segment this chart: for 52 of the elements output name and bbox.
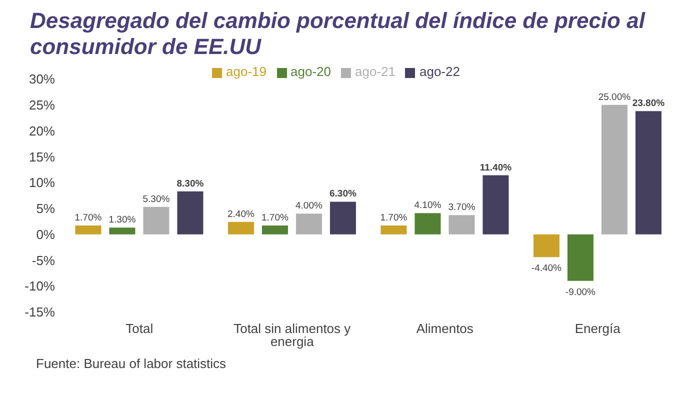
y-tick-label: 10% — [28, 175, 56, 190]
data-label: 23.80% — [632, 98, 666, 110]
legend-label: ago-19 — [226, 64, 267, 79]
y-tick-label: -15% — [24, 304, 56, 320]
y-tick-label: 15% — [28, 149, 56, 164]
bar — [448, 215, 475, 234]
bar — [109, 228, 136, 234]
data-label: 3.70% — [448, 202, 476, 214]
y-tick-label: 25% — [28, 98, 56, 113]
data-label: 25.00% — [598, 92, 632, 103]
x-tick-label: Total sin alimentos y energia — [234, 321, 352, 350]
data-label: 11.40% — [480, 162, 512, 174]
data-label: 1.30% — [108, 214, 136, 226]
data-label: 5.30% — [142, 194, 170, 205]
data-label: 2.40% — [228, 208, 255, 220]
bar — [262, 226, 288, 234]
data-label: 1.70% — [380, 212, 408, 224]
y-tick-label: 0% — [36, 226, 56, 242]
bar — [414, 213, 441, 234]
data-label: 6.30% — [330, 188, 357, 200]
data-label: 4.10% — [414, 200, 442, 212]
y-tick-label: -10% — [24, 278, 56, 294]
chart-title: Desagregado del cambio porcentual del índice de precio al consumidor de EE.UU — [29, 8, 646, 60]
bar — [380, 226, 407, 234]
data-label: 4.00% — [296, 200, 323, 212]
bar — [601, 104, 628, 234]
bar — [330, 202, 356, 234]
bar — [228, 222, 254, 234]
x-tick-label: Total — [126, 321, 154, 336]
data-label: 1.70% — [262, 212, 289, 224]
data-label: 8.30% — [176, 178, 204, 190]
legend-label: ago-20 — [290, 64, 331, 79]
x-tick-label: Alimentos — [416, 321, 474, 336]
data-label: -9.00% — [565, 286, 596, 298]
data-label: -4.40% — [531, 263, 562, 274]
x-tick-label: Energía — [574, 321, 622, 336]
bar — [635, 111, 662, 234]
y-tick-label: 20% — [28, 123, 56, 138]
bar — [177, 191, 204, 234]
bar — [75, 226, 102, 234]
source-note: Fuente: Bureau of labor statistics — [35, 356, 228, 371]
legend-label: ago-22 — [419, 64, 460, 79]
legend-label: ago-21 — [355, 64, 396, 79]
y-tick-label: -5% — [32, 252, 56, 268]
y-tick-label: 30% — [28, 72, 56, 87]
bar — [533, 234, 560, 258]
bar — [482, 175, 509, 234]
bar — [143, 206, 170, 234]
data-label: 1.70% — [74, 212, 102, 224]
bar — [567, 234, 594, 281]
bar — [296, 214, 322, 234]
y-tick-label: 5% — [36, 201, 56, 216]
